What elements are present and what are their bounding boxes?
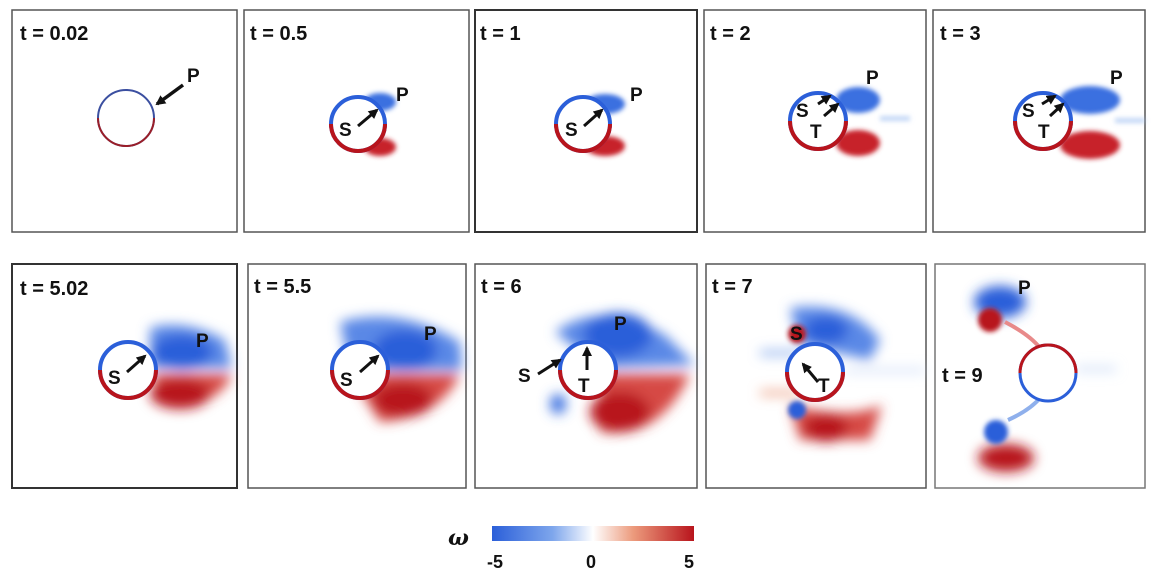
panel-5-label-t: T	[1038, 122, 1050, 143]
panel-8: t = 6 P S T	[474, 263, 698, 489]
panel-5: t = 3 P S T	[932, 9, 1146, 233]
colorbar-gradient	[492, 526, 694, 541]
panel-8-label-p: P	[614, 314, 627, 335]
panel-3: t = 1 P S	[474, 9, 698, 233]
panel-2-label-s: S	[339, 120, 352, 141]
panel-3-time: t = 1	[480, 23, 521, 45]
colorbar-tick-max: 5	[684, 552, 694, 572]
panel-6: t = 5.02 P S	[11, 263, 238, 489]
colorbar: ω -5 0 5	[448, 525, 694, 572]
colorbar-symbol: ω	[448, 525, 469, 551]
panel-4: t = 2 P S T	[703, 9, 927, 233]
panel-7-label-s: S	[340, 370, 353, 391]
panel-9-label-s: S	[790, 324, 803, 345]
panel-6-label-s: S	[108, 368, 121, 389]
panel-4-time: t = 2	[710, 23, 751, 45]
colorbar-tick-zero: 0	[586, 552, 596, 572]
panel-7-time: t = 5.5	[254, 276, 311, 298]
panel-1-label-p: P	[187, 66, 200, 87]
panel-1: t = 0.02 P	[11, 9, 238, 233]
panel-9: t = 7 S T	[705, 263, 927, 489]
panel-3-label-s: S	[565, 120, 578, 141]
panel-9-label-t: T	[818, 376, 830, 397]
panel-2: t = 0.5 P S	[243, 9, 470, 233]
panel-10-time: t = 9	[942, 365, 983, 387]
panel-10-label-p: P	[1018, 278, 1031, 299]
panel-5-label-s: S	[1022, 101, 1035, 122]
colorbar-tick-min: -5	[487, 552, 503, 572]
panel-6-label-p: P	[196, 331, 209, 352]
panel-8-label-t: T	[578, 376, 590, 397]
panel-7-label-p: P	[424, 324, 437, 345]
panel-4-label-s: S	[796, 101, 809, 122]
panel-8-time: t = 6	[481, 276, 522, 298]
panel-1-time: t = 0.02	[20, 23, 88, 45]
panel-5-time: t = 3	[940, 23, 981, 45]
panel-10: t = 9 P	[934, 263, 1146, 489]
panel-4-label-p: P	[866, 68, 879, 89]
panel-4-label-t: T	[810, 122, 822, 143]
panel-2-label-p: P	[396, 85, 409, 106]
panel-3-label-p: P	[630, 85, 643, 106]
panel-6-time: t = 5.02	[20, 278, 88, 300]
panel-2-time: t = 0.5	[250, 23, 307, 45]
panel-8-label-s: S	[518, 366, 531, 387]
panel-9-time: t = 7	[712, 276, 753, 298]
panel-5-label-p: P	[1110, 68, 1123, 89]
panel-7: t = 5.5 P S	[247, 263, 467, 489]
